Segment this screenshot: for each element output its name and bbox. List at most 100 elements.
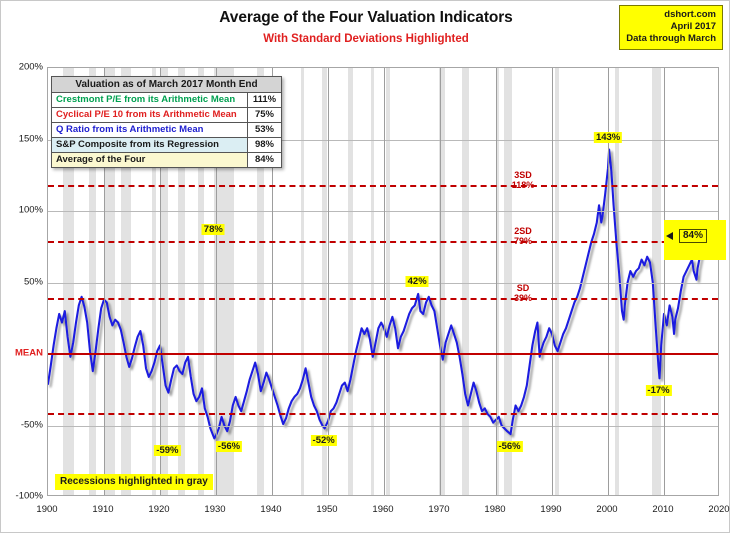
x-axis-label: 1920 bbox=[148, 504, 170, 515]
sd-label-3sd: 3SD 118% bbox=[495, 170, 551, 190]
y-gridline bbox=[48, 139, 718, 141]
chart-title: Average of the Four Valuation Indicators bbox=[219, 9, 513, 26]
table-row: Average of the Four 84% bbox=[51, 152, 282, 168]
recession-band bbox=[152, 68, 156, 495]
x-gridline bbox=[552, 68, 553, 495]
table-cell-label: Average of the Four bbox=[51, 152, 248, 168]
recession-band bbox=[300, 68, 305, 495]
valuation-summary-table: Valuation as of March 2017 Month End Cres… bbox=[51, 76, 282, 168]
reference-line-mean bbox=[48, 353, 718, 355]
data-callout: 143% bbox=[593, 131, 623, 143]
y-axis-label: MEAN bbox=[15, 347, 43, 359]
recession-legend-note: Recessions highlighted in gray bbox=[55, 474, 213, 490]
y-axis-label: 150% bbox=[18, 133, 43, 144]
table-row: S&P Composite from its Regression 98% bbox=[51, 137, 282, 153]
x-gridline bbox=[608, 68, 609, 495]
x-gridline bbox=[272, 68, 273, 495]
reference-line--sd bbox=[48, 412, 718, 415]
recession-band bbox=[120, 68, 132, 495]
recession-band bbox=[439, 68, 446, 495]
x-gridline bbox=[104, 68, 105, 495]
table-cell-value: 84% bbox=[247, 152, 282, 168]
data-callout: -17% bbox=[645, 385, 672, 397]
y-gridline bbox=[48, 425, 718, 427]
reference-line-sd bbox=[48, 298, 718, 301]
x-gridline bbox=[384, 68, 385, 495]
table-header-row: Valuation as of March 2017 Month End bbox=[51, 76, 282, 93]
x-axis-label: 1980 bbox=[484, 504, 506, 515]
table-header-cell: Valuation as of March 2017 Month End bbox=[51, 76, 282, 93]
table-cell-value: 111% bbox=[247, 92, 282, 108]
recession-band bbox=[504, 68, 513, 495]
table-row: Q Ratio from its Arithmetic Mean 53% bbox=[51, 122, 282, 138]
x-axis-label: 2010 bbox=[652, 504, 674, 515]
data-callout: -52% bbox=[310, 435, 337, 447]
reference-line-2sd bbox=[48, 241, 718, 244]
table-cell-value: 53% bbox=[247, 122, 282, 138]
recession-band bbox=[178, 68, 186, 495]
x-gridline bbox=[664, 68, 665, 495]
table-cell-value: 98% bbox=[247, 137, 282, 153]
recession-band bbox=[554, 68, 559, 495]
table-row: Crestmont P/E from its Arithmetic Mean 11… bbox=[51, 92, 282, 108]
source-attribution-box: dshort.com April 2017 Data through March bbox=[619, 5, 723, 51]
x-axis-label: 2020 bbox=[708, 504, 730, 515]
table-cell-label: S&P Composite from its Regression bbox=[51, 137, 248, 153]
reference-line-3sd bbox=[48, 185, 718, 188]
table-cell-label: Crestmont P/E from its Arithmetic Mean bbox=[51, 92, 248, 108]
x-axis-label: 2000 bbox=[596, 504, 618, 515]
table-cell-value: 75% bbox=[247, 107, 282, 123]
x-axis-label: 1940 bbox=[260, 504, 282, 515]
data-callout: -56% bbox=[215, 441, 243, 453]
recession-band bbox=[213, 68, 234, 495]
sd-label-value: 79% bbox=[513, 236, 532, 247]
data-callout: 42% bbox=[405, 275, 429, 287]
y-axis-label: -50% bbox=[20, 419, 43, 430]
recession-band bbox=[160, 68, 169, 495]
sd-label-name: 2SD bbox=[514, 226, 532, 237]
recession-band bbox=[197, 68, 205, 495]
recession-band bbox=[321, 68, 327, 495]
recession-band bbox=[652, 68, 661, 495]
table-row: Cyclical P/E 10 from its Arithmetic Mean… bbox=[51, 107, 282, 123]
x-axis-label: 1970 bbox=[428, 504, 450, 515]
endpoint-value: 84% bbox=[679, 229, 708, 243]
x-axis-label: 1950 bbox=[316, 504, 338, 515]
y-axis-label: -100% bbox=[15, 490, 43, 502]
data-callout: -59% bbox=[154, 445, 181, 457]
data-callout: -56% bbox=[496, 441, 523, 453]
source-date: April 2017 bbox=[670, 21, 716, 33]
x-axis-label: 1930 bbox=[204, 504, 226, 515]
sd-label-2sd: 2SD 79% bbox=[495, 226, 551, 246]
x-gridline bbox=[328, 68, 329, 495]
x-axis-label: 1910 bbox=[92, 504, 114, 515]
x-gridline bbox=[440, 68, 441, 495]
recession-band bbox=[89, 68, 96, 495]
sd-label-name: SD bbox=[516, 283, 530, 294]
x-gridline bbox=[216, 68, 217, 495]
endpoint-arrow-icon bbox=[666, 232, 673, 240]
y-axis-label: 200% bbox=[18, 61, 43, 73]
recession-band bbox=[370, 68, 375, 495]
recession-band bbox=[347, 68, 353, 495]
recession-band bbox=[104, 68, 116, 495]
data-callout: 78% bbox=[201, 224, 225, 236]
recession-band bbox=[496, 68, 499, 495]
recession-band bbox=[385, 68, 391, 495]
x-axis-label: 1990 bbox=[540, 504, 562, 515]
y-axis-label: 100% bbox=[18, 204, 43, 216]
y-axis-label: 50% bbox=[23, 276, 43, 287]
recession-band bbox=[257, 68, 264, 495]
table-cell-label: Cyclical P/E 10 from its Arithmetic Mean bbox=[51, 107, 248, 123]
x-axis-label: 1960 bbox=[372, 504, 394, 515]
sd-label-value: 118% bbox=[511, 180, 535, 191]
recession-band bbox=[614, 68, 619, 495]
recession-band bbox=[461, 68, 470, 495]
table-cell-label: Q Ratio from its Arithmetic Mean bbox=[51, 122, 248, 138]
x-gridline bbox=[160, 68, 161, 495]
sd-label-value: 39% bbox=[513, 293, 532, 304]
sd-label-name: 3SD bbox=[514, 170, 532, 181]
recession-band bbox=[63, 68, 74, 495]
y-gridline bbox=[48, 282, 718, 284]
x-axis-label: 1900 bbox=[36, 504, 58, 515]
